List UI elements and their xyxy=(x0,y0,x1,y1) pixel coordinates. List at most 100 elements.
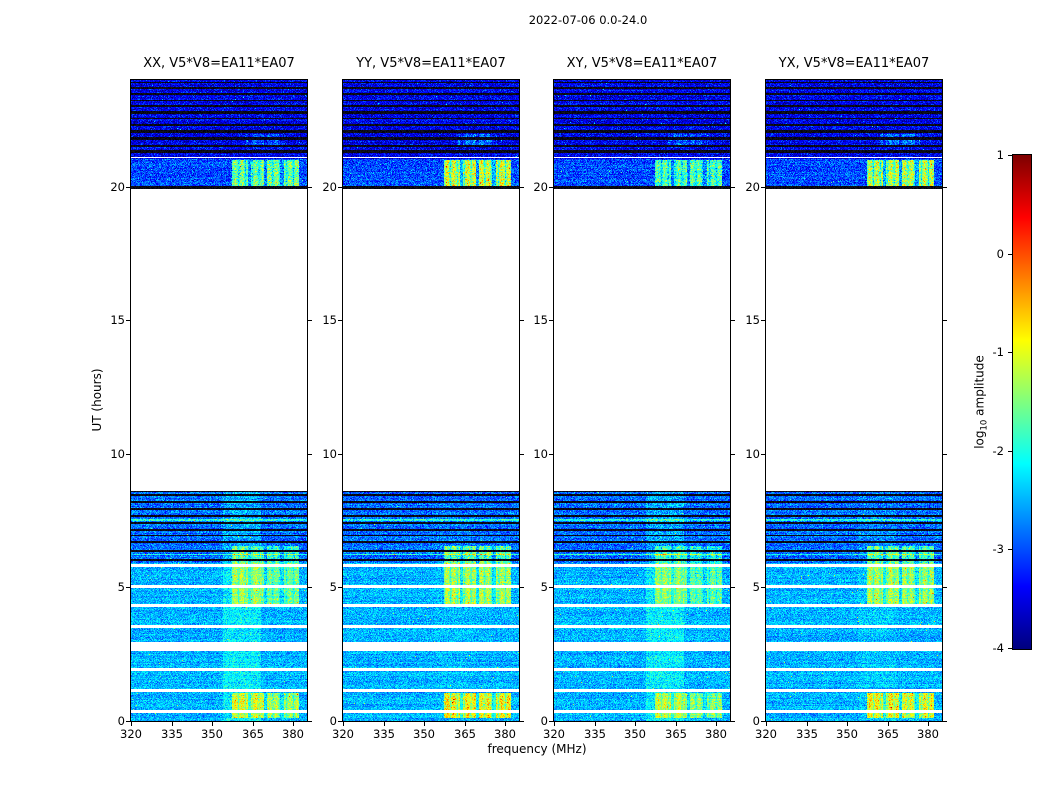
y-tick-mark-right xyxy=(943,187,947,188)
y-axis-label: UT (hours) xyxy=(90,368,104,432)
y-tick-label: 0 xyxy=(540,714,548,728)
panel-title-yy: YY, V5*V8=EA11*EA07 xyxy=(356,56,506,71)
x-tick-label: 320 xyxy=(543,727,565,741)
y-tick-mark xyxy=(549,187,553,188)
x-tick-label: 380 xyxy=(494,727,516,741)
colorbar-tick-mark xyxy=(1008,254,1012,255)
x-axis-label: frequency (MHz) xyxy=(487,742,587,756)
x-tick-mark xyxy=(343,722,344,726)
x-tick-label: 320 xyxy=(755,727,777,741)
x-tick-label: 350 xyxy=(413,727,435,741)
x-tick-mark xyxy=(131,722,132,726)
axes-frame xyxy=(130,79,308,722)
x-tick-label: 335 xyxy=(161,727,183,741)
y-tick-mark-right xyxy=(308,187,312,188)
x-tick-mark xyxy=(505,722,506,726)
y-tick-mark-right xyxy=(308,454,312,455)
panel-title-xx: XX, V5*V8=EA11*EA07 xyxy=(143,56,295,71)
y-tick-mark-right xyxy=(943,320,947,321)
x-tick-mark xyxy=(807,722,808,726)
x-tick-mark xyxy=(847,722,848,726)
colorbar-frame xyxy=(1012,154,1032,650)
y-tick-label: 0 xyxy=(329,714,337,728)
y-tick-mark-right xyxy=(308,721,312,722)
x-tick-mark xyxy=(253,722,254,726)
x-tick-mark xyxy=(384,722,385,726)
colorbar-tick-mark xyxy=(1008,451,1012,452)
spectrogram-canvas-yy xyxy=(343,80,519,721)
colorbar-tick-mark xyxy=(1008,549,1012,550)
colorbar-tick-label: -1 xyxy=(992,345,1004,359)
x-tick-label: 335 xyxy=(584,727,606,741)
panel-title-yx: YX, V5*V8=EA11*EA07 xyxy=(778,56,930,71)
y-tick-mark-right xyxy=(731,187,735,188)
colorbar-label-pre: log xyxy=(972,430,987,449)
x-tick-mark xyxy=(293,722,294,726)
y-tick-mark xyxy=(549,454,553,455)
x-tick-label: 380 xyxy=(917,727,939,741)
colorbar-tick-label: -4 xyxy=(992,641,1004,655)
spectrogram-canvas-yx xyxy=(766,80,942,721)
colorbar xyxy=(1013,155,1031,649)
y-tick-mark xyxy=(126,187,130,188)
axes-frame xyxy=(765,79,943,722)
y-tick-mark xyxy=(761,454,765,455)
y-tick-mark xyxy=(549,587,553,588)
y-tick-label: 0 xyxy=(117,714,125,728)
y-tick-mark-right xyxy=(520,587,524,588)
y-tick-mark-right xyxy=(731,721,735,722)
x-tick-mark xyxy=(635,722,636,726)
y-tick-mark xyxy=(761,587,765,588)
axes-frame xyxy=(553,79,731,722)
y-tick-mark xyxy=(126,320,130,321)
y-tick-mark xyxy=(126,721,130,722)
x-tick-mark xyxy=(928,722,929,726)
y-tick-mark xyxy=(126,587,130,588)
y-tick-mark-right xyxy=(520,187,524,188)
y-tick-label: 10 xyxy=(745,447,760,461)
axes-frame xyxy=(342,79,520,722)
x-tick-mark xyxy=(716,722,717,726)
y-tick-mark-right xyxy=(943,721,947,722)
y-tick-mark-right xyxy=(731,587,735,588)
colorbar-tick-label: -2 xyxy=(992,444,1004,458)
y-tick-label: 5 xyxy=(540,580,548,594)
y-tick-mark xyxy=(338,587,342,588)
x-tick-mark xyxy=(676,722,677,726)
y-tick-mark-right xyxy=(731,454,735,455)
colorbar-label: log10 amplitude xyxy=(972,355,989,449)
panel-title-xy: XY, V5*V8=EA11*EA07 xyxy=(566,56,718,71)
x-tick-mark xyxy=(554,722,555,726)
y-tick-label: 15 xyxy=(745,313,760,327)
x-tick-label: 335 xyxy=(796,727,818,741)
x-tick-mark xyxy=(465,722,466,726)
x-tick-mark xyxy=(424,722,425,726)
x-tick-label: 320 xyxy=(120,727,142,741)
x-tick-label: 365 xyxy=(242,727,264,741)
y-tick-mark xyxy=(338,454,342,455)
y-tick-mark xyxy=(761,187,765,188)
y-tick-label: 10 xyxy=(110,447,125,461)
x-tick-label: 365 xyxy=(877,727,899,741)
y-tick-mark-right xyxy=(520,454,524,455)
y-tick-label: 0 xyxy=(752,714,760,728)
x-tick-label: 350 xyxy=(836,727,858,741)
y-tick-mark-right xyxy=(520,320,524,321)
colorbar-tick-label: 0 xyxy=(996,247,1004,261)
x-tick-label: 350 xyxy=(624,727,646,741)
y-tick-label: 10 xyxy=(322,447,337,461)
y-tick-mark xyxy=(761,721,765,722)
x-tick-mark xyxy=(888,722,889,726)
y-tick-mark-right xyxy=(731,320,735,321)
x-tick-mark xyxy=(212,722,213,726)
x-tick-label: 380 xyxy=(705,727,727,741)
colorbar-label-sub: 10 xyxy=(979,419,990,431)
x-tick-mark xyxy=(595,722,596,726)
x-tick-label: 365 xyxy=(454,727,476,741)
x-tick-mark xyxy=(172,722,173,726)
y-tick-label: 5 xyxy=(752,580,760,594)
colorbar-tick-mark xyxy=(1008,352,1012,353)
x-tick-label: 350 xyxy=(201,727,223,741)
figure-title: 2022-07-06 0.0-24.0 xyxy=(528,13,648,27)
